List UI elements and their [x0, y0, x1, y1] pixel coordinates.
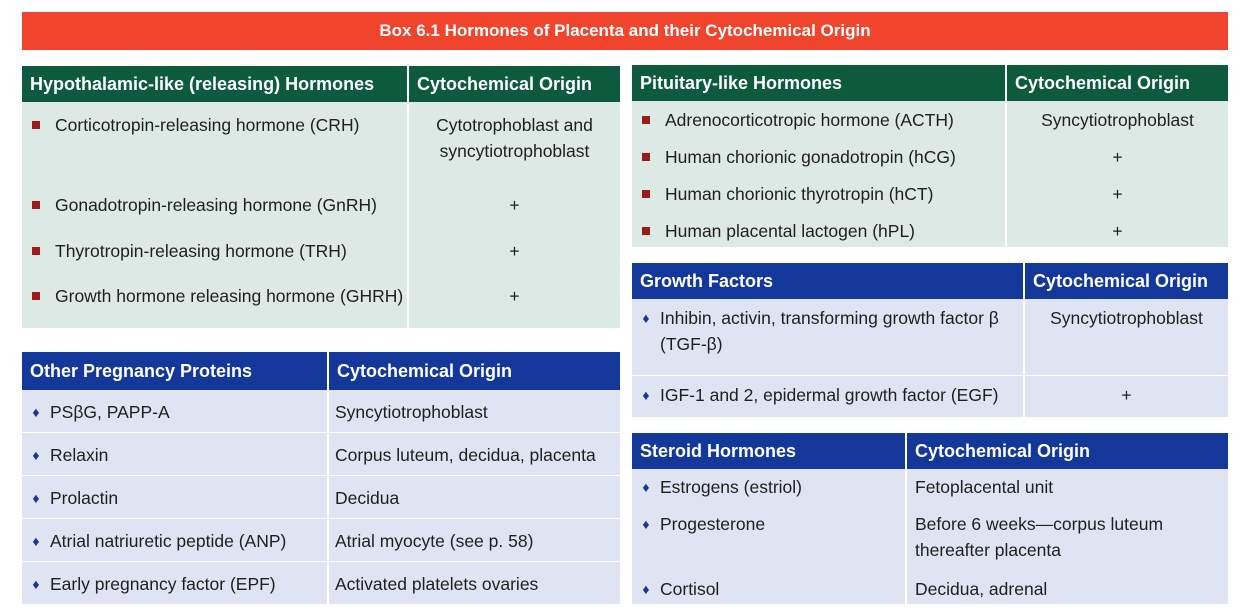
origin-cell: + — [1024, 374, 1228, 417]
hypothalamic-origin-header: Cytochemical Origin — [408, 66, 620, 102]
steroid-origin-header: Cytochemical Origin — [906, 433, 1228, 469]
diamond-bullet-icon: ♦ — [642, 581, 650, 598]
hypothalamic-table: Hypothalamic-like (releasing) Hormones C… — [22, 66, 620, 328]
origin-cell: + — [408, 274, 620, 328]
diamond-bullet-icon: ♦ — [642, 386, 650, 403]
origin-cell: + — [408, 184, 620, 230]
diamond-bullet-icon: ♦ — [642, 516, 650, 533]
diamond-bullet-icon: ♦ — [32, 533, 40, 549]
origin-cell: + — [408, 229, 620, 275]
square-bullet-icon — [642, 226, 650, 235]
origin-cell: Before 6 weeks—corpus luteum thereafter … — [906, 501, 1228, 567]
other-origin-header: Cytochemical Origin — [328, 352, 620, 390]
diamond-bullet-icon: ♦ — [32, 447, 40, 463]
growth-origin-header: Cytochemical Origin — [1024, 263, 1228, 299]
origin-cell: + — [1006, 170, 1228, 208]
list-item: ♦ Estrogens (estriol) — [632, 474, 905, 500]
list-item: Gonadotropin-releasing hormone (GnRH) — [22, 192, 407, 218]
pituitary-origin-header: Cytochemical Origin — [1006, 65, 1228, 101]
origin-cell: Syncytiotrophoblast — [1006, 101, 1228, 134]
origin-cell: Syncytiotrophoblast — [1024, 299, 1228, 376]
origin-cell: Corpus luteum, decidua, placenta — [328, 432, 620, 476]
pituitary-table: Pituitary-like Hormones Cytochemical Ori… — [632, 65, 1228, 247]
list-item: Corticotropin-releasing hormone (CRH) — [22, 112, 407, 138]
list-item: Adrenocorticotropic hormone (ACTH) — [632, 107, 1005, 133]
list-item: Human chorionic gonadotropin (hCG) — [632, 144, 1005, 170]
list-item: ♦ Cortisol — [632, 576, 905, 602]
list-item: Human placental lactogen (hPL) — [632, 218, 1005, 244]
other-proteins-table: Other Pregnancy Proteins Cytochemical Or… — [22, 352, 620, 604]
list-item: ♦ Inhibin, activin, transforming growth … — [632, 305, 1023, 357]
origin-cell: + — [1006, 207, 1228, 247]
diamond-bullet-icon: ♦ — [32, 576, 40, 592]
growth-factors-table: Growth Factors Cytochemical Origin ♦ Inh… — [632, 263, 1228, 417]
origin-cell: Fetoplacental unit — [906, 469, 1228, 502]
list-item: ♦ Atrial natriuretic peptide (ANP) — [22, 528, 327, 554]
pituitary-header: Pituitary-like Hormones — [632, 65, 1007, 101]
hypothalamic-header: Hypothalamic-like (releasing) Hormones — [22, 66, 409, 102]
origin-cell: Decidua, adrenal — [906, 566, 1228, 604]
other-proteins-header: Other Pregnancy Proteins — [22, 352, 329, 390]
square-bullet-icon — [642, 189, 650, 198]
diamond-bullet-icon: ♦ — [642, 479, 650, 495]
origin-cell: + — [1006, 133, 1228, 171]
origin-cell: Atrial myocyte (see p. 58) — [328, 518, 620, 562]
list-item: ♦ PSβG, PAPP-A — [22, 399, 327, 425]
list-item: ♦ Early pregnancy factor (EPF) — [22, 571, 327, 597]
diamond-bullet-icon: ♦ — [32, 490, 40, 506]
square-bullet-icon — [642, 116, 650, 124]
box-title: Box 6.1 Hormones of Placenta and their C… — [22, 12, 1228, 50]
list-item: ♦ Progesterone — [632, 511, 905, 537]
diamond-bullet-icon: ♦ — [642, 310, 650, 326]
origin-cell: Decidua — [328, 475, 620, 519]
steroid-hormones-table: Steroid Hormones Cytochemical Origin ♦ E… — [632, 433, 1228, 604]
list-item: Human chorionic thyrotropin (hCT) — [632, 181, 1005, 207]
list-item: Thyrotropin-releasing hormone (TRH) — [22, 238, 407, 264]
list-item: ♦ Relaxin — [22, 442, 327, 468]
list-item: Growth hormone releasing hormone (GHRH) — [22, 283, 407, 309]
origin-cell: Syncytiotrophoblast — [328, 390, 620, 433]
square-bullet-icon — [32, 201, 40, 210]
steroid-header: Steroid Hormones — [632, 433, 907, 469]
growth-factors-header: Growth Factors — [632, 263, 1025, 299]
origin-cell: Activated platelets ovaries — [328, 561, 620, 604]
list-item: ♦ IGF-1 and 2, epidermal growth factor (… — [632, 382, 1023, 408]
square-bullet-icon — [32, 246, 40, 255]
diamond-bullet-icon: ♦ — [32, 404, 40, 420]
square-bullet-icon — [642, 152, 650, 161]
square-bullet-icon — [32, 291, 40, 300]
square-bullet-icon — [32, 121, 40, 129]
origin-cell: Cytotrophoblast and syncytiotrophoblast — [408, 102, 620, 185]
list-item: ♦ Prolactin — [22, 485, 327, 511]
